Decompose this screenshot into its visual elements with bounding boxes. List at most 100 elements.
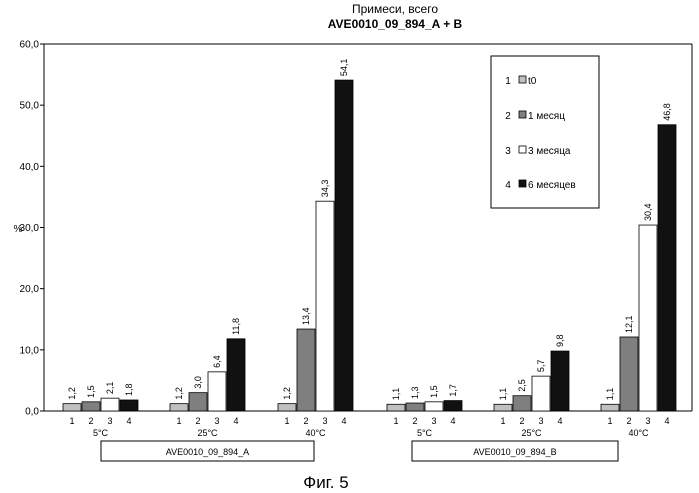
legend-swatch-1 (519, 76, 526, 83)
legend-label: t0 (528, 76, 537, 87)
y-tick-label: 40,0 (20, 162, 40, 173)
bar-2-3 (208, 372, 226, 411)
legend-number: 4 (505, 180, 511, 191)
bar-value-label: 2,5 (517, 379, 527, 392)
bar-value-label: 1,1 (605, 388, 615, 401)
bar-number-label: 1 (607, 416, 612, 426)
legend: 1 t0 2 1 месяц 3 3 месяца 4 6 месяцев (491, 56, 599, 208)
bar-value-label: 46,8 (662, 103, 672, 121)
bar-value-label: 1,2 (174, 387, 184, 400)
bar-number-label: 4 (233, 416, 238, 426)
bar-number-label: 1 (176, 416, 181, 426)
legend-swatch-2 (519, 111, 526, 118)
bar-value-label: 1,1 (391, 388, 401, 401)
bar-value-label: 12,1 (624, 315, 634, 333)
bar-3-1 (278, 404, 296, 411)
bar-4-4 (444, 401, 462, 411)
bar-value-label: 1,5 (429, 385, 439, 398)
legend-swatch-4 (519, 180, 526, 187)
bar-6-4 (658, 125, 676, 411)
group-condition-label: 25°C (197, 428, 218, 438)
bar-number-label: 4 (126, 416, 131, 426)
bar-number-label: 3 (107, 416, 112, 426)
bar-value-label: 1,7 (448, 384, 458, 397)
bar-value-label: 1,3 (410, 387, 420, 400)
bar-1-4 (120, 400, 138, 411)
legend-label: 3 месяца (528, 146, 571, 157)
bar-6-1 (601, 404, 619, 411)
bar-3-4 (335, 80, 353, 411)
bar-number-label: 1 (500, 416, 505, 426)
x-axis: 1 2 3 4 5°C 1 2 3 4 25°C 1 2 3 4 40°C 1 2 3 4 5°C 1 2 3 4 25°C 1 2… (69, 416, 669, 438)
bar-3-3 (316, 201, 334, 411)
bar-number-label: 2 (626, 416, 631, 426)
bar-value-label: 9,8 (555, 335, 565, 348)
impurities-bar-chart: Примеси, всего AVE0010_09_894_A + B % 0,… (0, 0, 699, 493)
group-condition-label: 5°C (417, 428, 433, 438)
bar-number-label: 1 (393, 416, 398, 426)
y-tick-label: 30,0 (20, 223, 40, 234)
y-tick-label: 50,0 (20, 101, 40, 112)
bar-number-label: 2 (303, 416, 308, 426)
legend-number: 2 (505, 111, 511, 122)
legend-label: 6 месяцев (528, 180, 576, 191)
bar-number-label: 3 (538, 416, 543, 426)
bar-value-label: 2,1 (105, 382, 115, 395)
bar-1-2 (82, 402, 100, 411)
bar-value-label: 1,5 (86, 385, 96, 398)
bar-3-2 (297, 329, 315, 411)
sample-label: AVE0010_09_894_B (473, 447, 556, 457)
bar-2-2 (189, 393, 207, 411)
bar-6-3 (639, 225, 657, 411)
bar-1-3 (101, 398, 119, 411)
bar-value-label: 1,1 (498, 388, 508, 401)
y-tick-label: 20,0 (20, 284, 40, 295)
bar-number-label: 2 (412, 416, 417, 426)
bar-5-3 (532, 376, 550, 411)
chart-subtitle: AVE0010_09_894_A + B (328, 17, 463, 31)
bar-value-label: 5,7 (536, 360, 546, 373)
bar-1-1 (63, 404, 81, 411)
bar-value-label: 11,8 (231, 318, 241, 335)
bar-4-1 (387, 404, 405, 411)
bar-5-1 (494, 404, 512, 411)
legend-number: 3 (505, 146, 511, 157)
chart-title: Примеси, всего (352, 2, 438, 16)
group-condition-label: 25°C (521, 428, 542, 438)
sample-label: AVE0010_09_894_A (166, 447, 249, 457)
group-condition-label: 40°C (305, 428, 326, 438)
legend-number: 1 (505, 76, 511, 87)
bar-value-label: 1,2 (67, 387, 77, 400)
bar-number-label: 1 (284, 416, 289, 426)
y-tick-label: 10,0 (20, 345, 40, 356)
bar-number-label: 2 (195, 416, 200, 426)
figure-caption: Фиг. 5 (303, 473, 348, 492)
bar-value-label: 54,1 (339, 59, 349, 77)
bar-number-label: 1 (69, 416, 74, 426)
bar-number-label: 3 (214, 416, 219, 426)
bar-2-1 (170, 404, 188, 411)
sample-boxes: AVE0010_09_894_A AVE0010_09_894_B (101, 441, 618, 461)
bar-number-label: 3 (322, 416, 327, 426)
bar-2-4 (227, 339, 245, 411)
legend-label: 1 месяц (528, 111, 565, 122)
bar-number-label: 4 (450, 416, 455, 426)
bar-value-label: 1,8 (124, 383, 134, 396)
group-condition-label: 40°C (628, 428, 649, 438)
bar-number-label: 2 (88, 416, 93, 426)
bar-number-label: 4 (557, 416, 562, 426)
y-tick-label: 0,0 (25, 407, 39, 418)
bar-value-label: 34,3 (320, 180, 330, 198)
bar-value-label: 6,4 (212, 355, 222, 368)
bar-number-label: 4 (341, 416, 346, 426)
bar-value-label: 3,0 (193, 376, 203, 389)
bar-5-4 (551, 351, 569, 411)
bar-value-label: 13,4 (301, 308, 311, 326)
bar-number-label: 3 (431, 416, 436, 426)
bar-value-label: 1,2 (282, 387, 292, 400)
bar-number-label: 3 (645, 416, 650, 426)
group-condition-label: 5°C (93, 428, 109, 438)
bar-number-label: 2 (519, 416, 524, 426)
legend-swatch-3 (519, 146, 526, 153)
bar-number-label: 4 (664, 416, 669, 426)
